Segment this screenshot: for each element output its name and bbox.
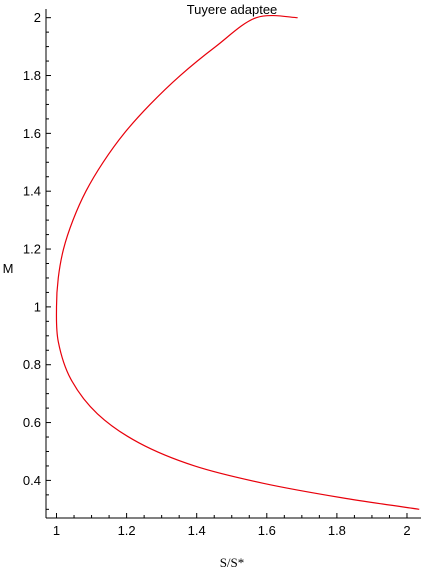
x-axis-label: S/S* (220, 555, 245, 569)
series-line-0 (55, 14, 420, 510)
y-tick-label: 1.4 (23, 184, 41, 199)
y-tick-label: 1.2 (23, 242, 41, 257)
y-axis-label: M (3, 261, 14, 276)
x-tick-label: 1.8 (328, 523, 346, 538)
y-tick-label: 1 (34, 299, 41, 314)
x-tick-label: 1.4 (188, 523, 206, 538)
y-tick-label: 1.8 (23, 68, 41, 83)
y-tick-label: 1.6 (23, 126, 41, 141)
y-tick-label: 2 (34, 10, 41, 25)
x-tick-label: 1 (53, 523, 60, 538)
y-tick-label: 0.6 (23, 415, 41, 430)
y-axis: 0.4 0.6 0.8 1 1.2 1.4 1.6 1.8 2 (23, 9, 51, 518)
x-axis: 1 1.2 1.4 1.6 1.8 2 (46, 513, 421, 538)
plot-area (55, 14, 420, 510)
x-tick-label: 1.2 (118, 523, 136, 538)
y-tick-label: 0.4 (23, 473, 41, 488)
x-tick-label: 2 (403, 523, 410, 538)
y-tick-label: 0.8 (23, 357, 41, 372)
chart-title: Tuyere adaptee (187, 2, 278, 17)
x-tick-label: 1.6 (258, 523, 276, 538)
